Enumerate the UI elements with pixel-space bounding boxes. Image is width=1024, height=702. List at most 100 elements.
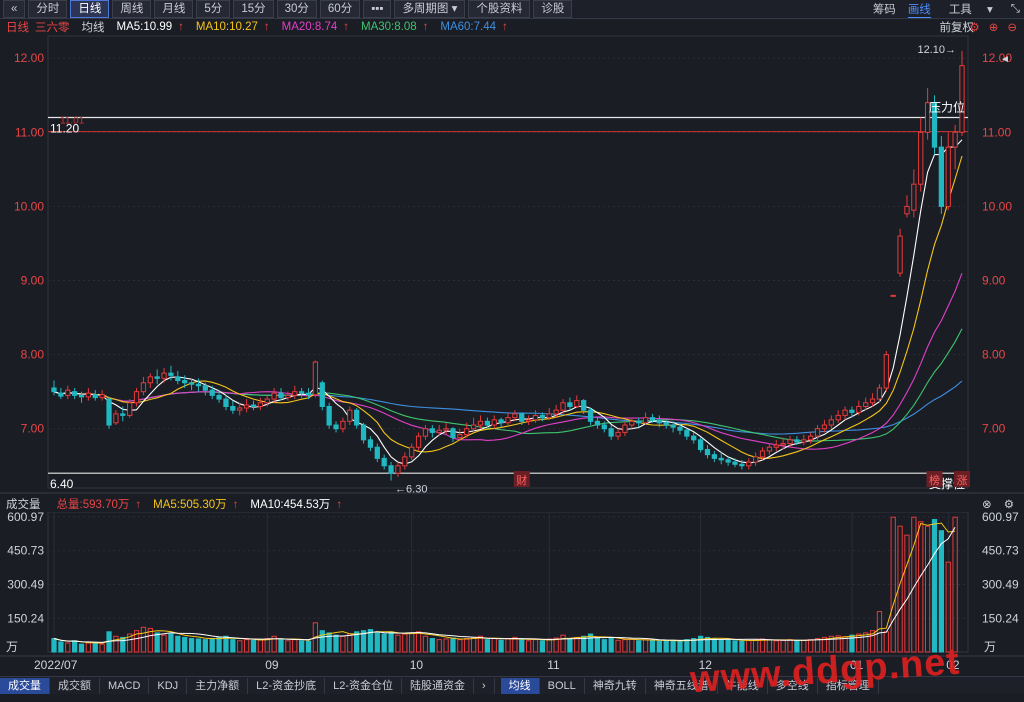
collapse-icon[interactable]: ⤡	[1010, 2, 1020, 15]
tab-long-short[interactable]: 多空线	[768, 677, 818, 694]
tools-button[interactable]: 工具 ▾	[943, 1, 999, 17]
candle-body	[567, 402, 573, 407]
volume-tick-right: 150.24	[982, 611, 1019, 625]
candle-body	[505, 417, 511, 424]
tab-ma[interactable]: 均线	[500, 677, 540, 694]
chips-button[interactable]: 筹码	[872, 4, 896, 16]
candle-body	[78, 394, 85, 398]
adjust-mode[interactable]: 前复权	[939, 21, 975, 34]
volume-tick-right: 300.49	[982, 577, 1019, 591]
volume-tick-left: 300.49	[7, 577, 44, 591]
volume-bar	[553, 637, 559, 653]
candle-body	[732, 461, 738, 465]
tab-intraday[interactable]: 分时	[28, 0, 68, 18]
tab-monthly[interactable]: 月线	[154, 0, 194, 18]
candle-body	[140, 382, 147, 393]
volume-bar	[326, 632, 332, 653]
candle-body	[422, 428, 429, 437]
tab-indicator-manage[interactable]: 指标管理	[818, 677, 879, 694]
candle-body	[773, 444, 779, 448]
close-icon[interactable]: ⊗	[982, 498, 998, 511]
high-mark: 12.10→	[917, 44, 956, 56]
zoom-controls[interactable]: ⚙ ⊕ ⊖	[963, 20, 1020, 34]
volume-bar	[106, 631, 112, 653]
volume-bar	[725, 639, 731, 653]
volume-title: 成交量	[6, 498, 41, 511]
candle-body	[808, 435, 814, 441]
volume-bar	[409, 632, 415, 653]
volume-bar	[188, 638, 195, 653]
tab-daily[interactable]: 日线	[70, 0, 110, 18]
pressure-label: 压力位	[929, 100, 965, 115]
candle-body	[526, 419, 532, 422]
candle-body	[856, 405, 862, 413]
volume-bar	[924, 525, 931, 653]
candle-body	[51, 387, 57, 393]
event-marker-bg	[926, 471, 943, 487]
volume-bar	[546, 638, 552, 653]
tab-kdj[interactable]: KDJ	[149, 677, 188, 694]
volume-bar	[340, 635, 346, 653]
double-chevron-left-icon[interactable]: «	[3, 0, 26, 18]
volume-ma10: MA10:454.53万 ↑	[244, 496, 342, 512]
stock-info-button[interactable]: 个股资料	[468, 0, 531, 18]
candle-body	[92, 394, 98, 399]
diagnose-button[interactable]: 诊股	[533, 0, 573, 18]
ma60-line	[53, 380, 963, 435]
price-tick-right: 12.00	[982, 51, 1012, 65]
candle-body	[814, 428, 821, 437]
candle-body	[367, 439, 374, 448]
candle-body	[539, 414, 546, 419]
volume-bar	[801, 639, 807, 653]
ma10-text: MA10:10.27	[195, 20, 258, 33]
settings-icon[interactable]: ⚙	[1003, 498, 1020, 511]
tab-turnover[interactable]: 成交额	[50, 677, 100, 694]
tab-main-net[interactable]: 主力净额	[187, 677, 249, 694]
tab-l2-bottom[interactable]: L2-资金抄底	[248, 677, 326, 694]
volume-ma5-line	[53, 522, 956, 644]
volume-bar	[918, 521, 924, 653]
chevron-right-icon[interactable]: ›	[474, 677, 495, 694]
zoom-in-icon[interactable]: ⊕	[988, 21, 1002, 34]
more-button[interactable]: ▪▪▪	[363, 0, 392, 18]
tab-magic-nine[interactable]: 神奇九转	[585, 677, 646, 694]
settings-icon[interactable]: ⚙	[969, 21, 983, 34]
latest-price-pointer: ◄	[1000, 54, 1010, 65]
ma10-line	[53, 155, 963, 459]
candle-body	[182, 380, 188, 384]
volume-bar	[257, 639, 263, 653]
volume-bar	[684, 639, 690, 653]
tab-hk-connect[interactable]: 陆股通资金	[402, 677, 474, 694]
tab-bull-line[interactable]: 牛能线	[718, 677, 768, 694]
volume-controls[interactable]: ⊗ ⚙	[976, 497, 1020, 511]
price-tick-left: 12.00	[14, 51, 44, 65]
volume-bar	[656, 640, 662, 653]
candle-body	[911, 183, 917, 211]
tab-volume[interactable]: 成交量	[0, 677, 50, 694]
volume-bar	[333, 634, 339, 653]
tab-macd[interactable]: MACD	[100, 677, 150, 694]
multi-period-dropdown[interactable]: 多周期图 ▾	[394, 0, 466, 18]
tab-l2-position[interactable]: L2-资金仓位	[325, 677, 402, 694]
period-toolbar: « 分时 日线 周线 月线 5分 15分 30分 60分 ▪▪▪ 多周期图 ▾ …	[0, 0, 1024, 19]
tab-boll[interactable]: BOLL	[540, 677, 585, 694]
candle-body	[271, 392, 277, 400]
tab-15min[interactable]: 15分	[233, 0, 274, 18]
draw-line-button[interactable]: 画线	[907, 1, 931, 18]
tab-weekly[interactable]: 周线	[112, 0, 152, 18]
zoom-out-icon[interactable]: ⊖	[1007, 21, 1020, 34]
candle-body	[161, 372, 167, 379]
tab-magic-five[interactable]: 神奇五线谱	[646, 677, 718, 694]
volume-bar	[759, 638, 766, 653]
tab-30min[interactable]: 30分	[276, 0, 317, 18]
volume-ma5-text: MA5:505.30万	[153, 498, 227, 511]
tools-label: 工具	[948, 4, 972, 16]
tab-60min[interactable]: 60分	[319, 0, 361, 18]
volume-bar	[505, 638, 511, 653]
volume-bar	[897, 525, 903, 653]
tab-5min[interactable]: 5分	[196, 0, 231, 18]
volume-bar	[429, 638, 435, 653]
candle-body	[711, 454, 717, 459]
ma-label[interactable]: 均线	[81, 21, 105, 34]
